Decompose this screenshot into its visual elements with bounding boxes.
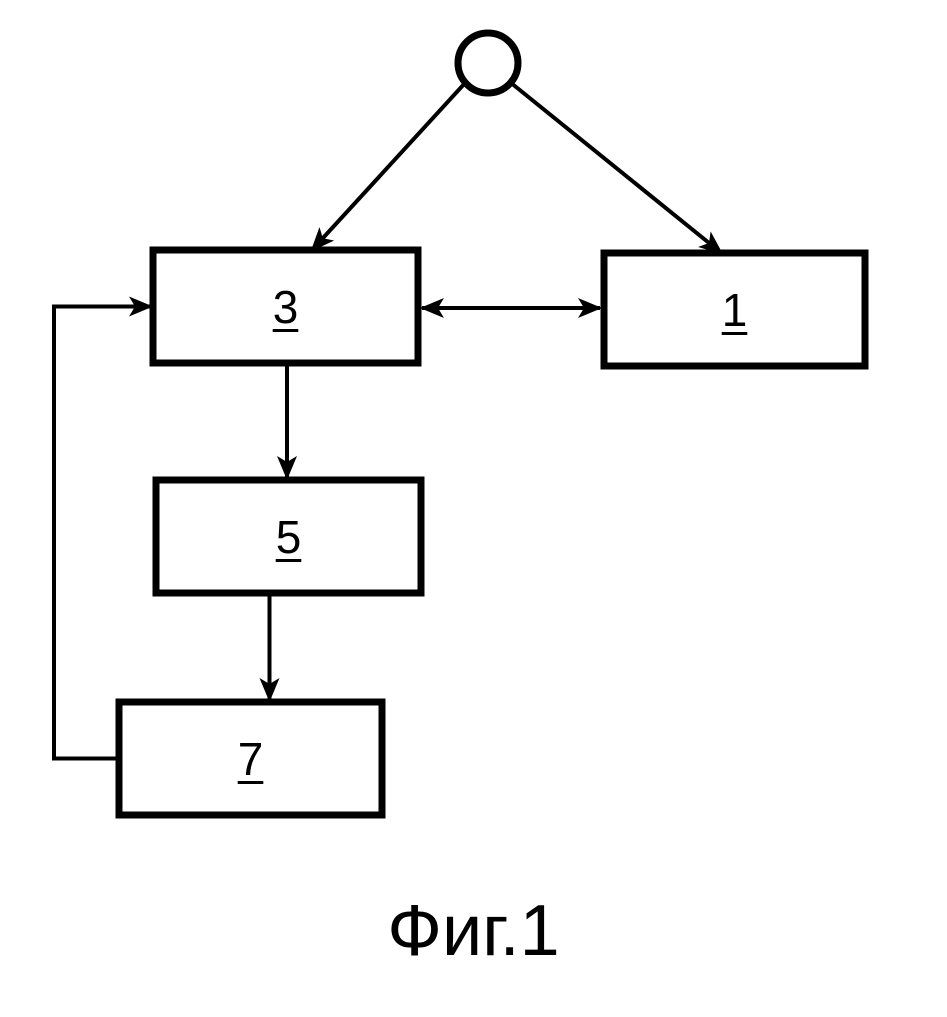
start-circle <box>458 33 518 93</box>
arrow-7-to-3-feedback <box>54 307 151 759</box>
node-n3: 3 <box>153 250 418 363</box>
node-n1-label: 1 <box>722 283 748 337</box>
node-n3-label: 3 <box>273 280 299 334</box>
figure-caption: Фиг.1 <box>0 890 947 972</box>
node-n7: 7 <box>119 702 382 815</box>
arrow-circle-to-3 <box>312 83 466 251</box>
node-n7-label: 7 <box>238 732 264 786</box>
figure-caption-text: Фиг.1 <box>387 891 559 971</box>
node-n5: 5 <box>156 480 421 593</box>
node-n1: 1 <box>604 253 865 366</box>
node-n5-label: 5 <box>276 510 302 564</box>
arrow-circle-to-1 <box>511 83 722 254</box>
flowchart-svg <box>0 0 947 1017</box>
